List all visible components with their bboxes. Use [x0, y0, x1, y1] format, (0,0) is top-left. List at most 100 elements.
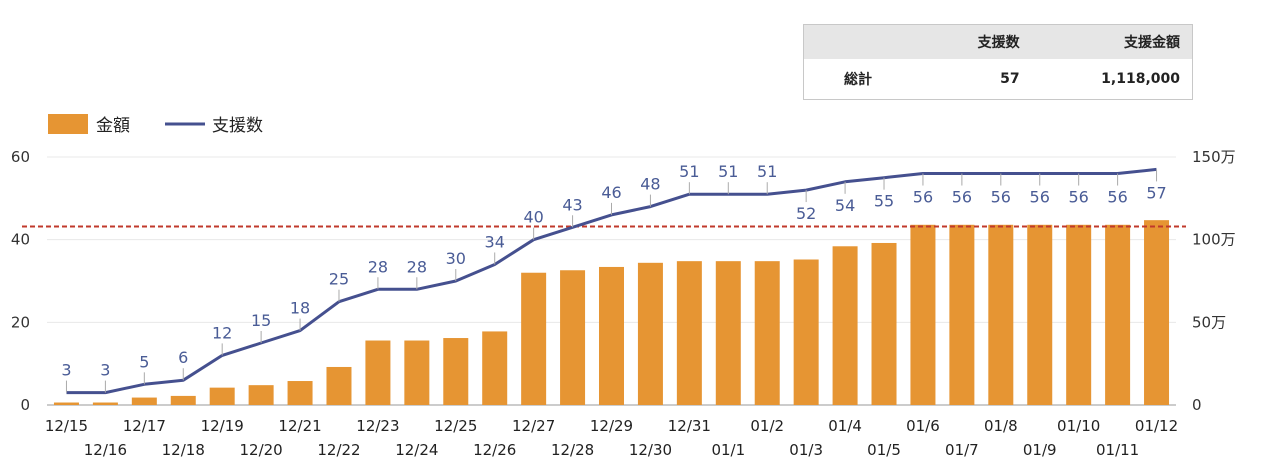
bar — [209, 387, 235, 405]
bar — [1066, 224, 1092, 405]
y-left-tick: 40 — [11, 231, 30, 249]
point-label: 57 — [1146, 183, 1166, 202]
bar — [131, 397, 157, 405]
x-tick-label: 12/17 — [123, 417, 166, 435]
point-label: 25 — [329, 270, 349, 289]
x-tick-label: 12/31 — [668, 417, 711, 435]
point-label: 52 — [796, 204, 816, 223]
summary-header-count: 支援数 — [928, 24, 1032, 59]
x-tick-label: 01/11 — [1096, 441, 1139, 459]
bar — [1144, 220, 1170, 405]
x-tick-label: 01/4 — [828, 417, 862, 435]
bar — [248, 385, 274, 405]
bar — [53, 402, 79, 405]
x-tick-label: 12/15 — [45, 417, 88, 435]
bar — [910, 224, 936, 405]
summary-header-blank — [803, 24, 929, 59]
point-label: 56 — [1107, 188, 1127, 207]
legend-bar-swatch — [48, 114, 88, 134]
point-label: 56 — [991, 188, 1011, 207]
y-right-tick: 50万 — [1192, 313, 1226, 331]
x-tick-label: 01/2 — [750, 417, 784, 435]
bar — [521, 272, 547, 405]
point-label: 40 — [523, 208, 543, 227]
point-label: 56 — [1030, 188, 1050, 207]
x-tick-label: 12/25 — [434, 417, 477, 435]
point-label: 15 — [251, 311, 271, 330]
summary-total-label: 総計 — [844, 72, 872, 88]
bar — [676, 261, 702, 405]
bar — [560, 270, 586, 405]
point-label: 43 — [562, 195, 582, 214]
y-left-tick: 60 — [11, 148, 30, 166]
bar — [1105, 224, 1131, 405]
y-right-tick: 0 — [1192, 396, 1202, 414]
bar — [1027, 224, 1053, 405]
point-label: 51 — [718, 162, 738, 181]
x-tick-label: 12/18 — [162, 441, 205, 459]
bar — [443, 338, 469, 405]
point-label: 28 — [407, 257, 427, 276]
bar — [287, 381, 313, 405]
bar — [365, 340, 391, 405]
bar — [754, 261, 780, 405]
point-label: 18 — [290, 299, 310, 318]
x-tick-label: 12/23 — [356, 417, 399, 435]
summary-total-amount: 1,118,000 — [1101, 71, 1180, 87]
point-label: 51 — [757, 162, 777, 181]
bar — [715, 261, 741, 405]
x-tick-label: 01/6 — [906, 417, 940, 435]
x-tick-label: 12/20 — [240, 441, 283, 459]
y-axis-ticks: 0 0 20 50万 40 100万 60 150万 — [11, 148, 1236, 414]
bar — [326, 366, 352, 405]
x-tick-label: 12/19 — [201, 417, 244, 435]
x-tick-label: 12/27 — [512, 417, 555, 435]
legend: 金額 支援数 — [48, 114, 263, 136]
y-left-tick: 0 — [20, 396, 30, 414]
x-tick-label: 01/9 — [1023, 441, 1057, 459]
bar — [170, 395, 196, 405]
x-tick-label: 12/28 — [551, 441, 594, 459]
bar — [949, 224, 975, 405]
x-tick-label: 12/21 — [278, 417, 321, 435]
summary-total-row: 総計 57 1,118,000 — [804, 59, 1193, 100]
summary-header-amount: 支援金額 — [1031, 24, 1193, 59]
x-tick-label: 12/16 — [84, 441, 127, 459]
y-right-tick: 150万 — [1192, 148, 1236, 166]
point-label: 54 — [835, 196, 855, 215]
x-tick-label: 01/3 — [789, 441, 823, 459]
legend-line-label: 支援数 — [212, 116, 263, 136]
bar — [482, 331, 508, 405]
x-tick-label: 01/10 — [1057, 417, 1100, 435]
bar — [599, 266, 624, 405]
point-label: 51 — [679, 162, 699, 181]
line-path — [66, 167, 1157, 395]
point-label: 56 — [913, 188, 933, 207]
summary-table: 支援数 支援金額 総計 57 1,118,000 — [803, 24, 1193, 100]
point-label: 3 — [100, 361, 110, 380]
summary-header-row: 支援数 支援金額 — [803, 24, 1193, 59]
bar — [832, 246, 858, 405]
y-right-tick: 100万 — [1192, 231, 1236, 249]
point-label: 55 — [874, 192, 894, 211]
bar — [404, 340, 430, 405]
point-label: 30 — [446, 249, 466, 268]
point-label: 12 — [212, 323, 232, 342]
summary-total-count: 57 — [1000, 71, 1020, 87]
point-label: 6 — [178, 348, 188, 367]
point-label: 5 — [139, 352, 149, 371]
x-tick-label: 12/24 — [395, 441, 438, 459]
bar — [92, 402, 118, 405]
bar — [793, 259, 819, 405]
point-label: 3 — [61, 361, 71, 380]
bar — [988, 224, 1014, 405]
point-label: 46 — [601, 183, 621, 202]
x-tick-label: 01/12 — [1135, 417, 1178, 435]
bar — [637, 262, 663, 405]
bar — [871, 242, 897, 405]
x-tick-label: 01/1 — [711, 441, 745, 459]
legend-bar-label: 金額 — [96, 116, 130, 136]
point-label: 28 — [368, 257, 388, 276]
x-tick-label: 12/26 — [473, 441, 516, 459]
